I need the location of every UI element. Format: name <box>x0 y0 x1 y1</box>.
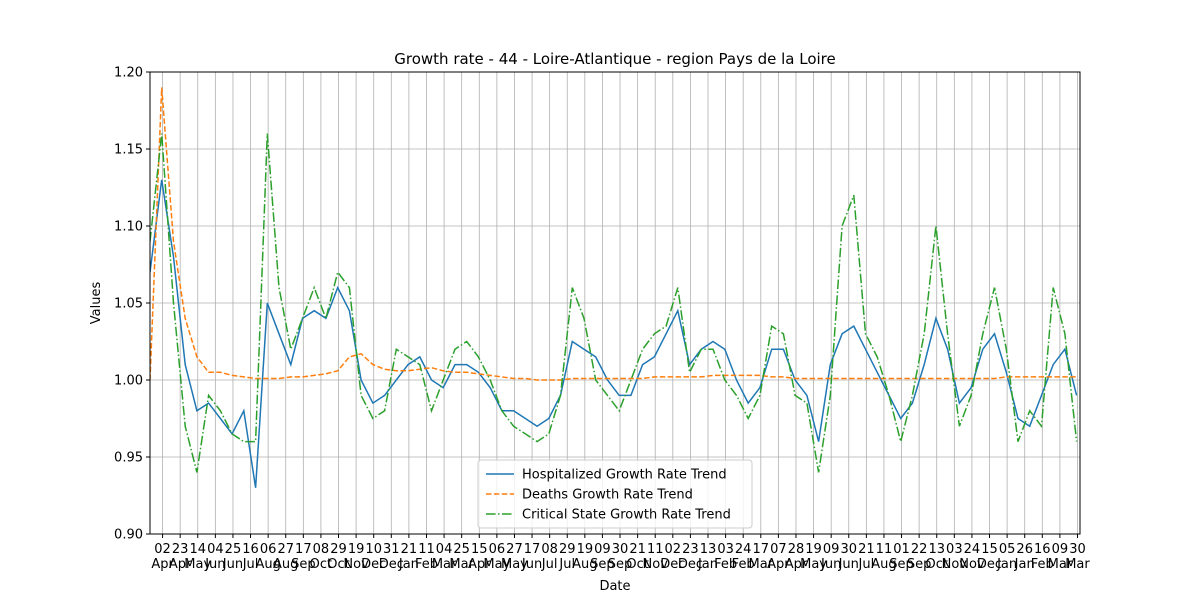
grid <box>150 71 1080 535</box>
x-tick-label: 30 Jun <box>838 542 859 572</box>
x-tick-label: 19 Aug <box>572 542 597 572</box>
x-tick-label: 13 Jan <box>697 542 718 572</box>
y-tick-label: 1.10 <box>114 220 143 235</box>
plot-frame <box>149 71 1081 535</box>
x-tick-label: 17 Mar <box>749 542 774 572</box>
x-tick-label: 09 Jun <box>820 542 841 572</box>
x-tick-label: 13 Oct <box>925 542 947 572</box>
x-tick-label: 06 Aug <box>255 542 280 572</box>
x-tick-label: 29 Jul <box>558 542 575 572</box>
x-tick-label: 24 Feb <box>732 542 755 572</box>
x-tick-label: 17 Sep <box>291 542 316 572</box>
x-tick-label: 08 Oct <box>310 542 332 572</box>
legend-label: Deaths Growth Rate Trend <box>522 488 693 503</box>
x-tick-label: 21 Oct <box>626 542 648 572</box>
x-tick-label: 30 Mar <box>1065 542 1090 572</box>
x-tick-label: 15 Dec <box>977 542 1002 572</box>
x-tick-label: 23 Dec <box>678 542 703 572</box>
x-tick-label: 04 Mar <box>432 542 457 572</box>
x-tick-label: 03 Nov <box>942 542 968 572</box>
x-tick-label: 26 Jan <box>1014 542 1035 572</box>
x-tick-label: 21 Jan <box>398 542 419 572</box>
x-tick-label: 03 Feb <box>714 542 737 572</box>
y-tick-label: 1.15 <box>114 143 143 158</box>
y-tick-label: 1.00 <box>114 374 143 389</box>
x-tick-label: 21 Jul <box>858 542 875 572</box>
x-tick-label: 17 Jun <box>521 542 542 572</box>
y-tick-label: 0.95 <box>114 451 143 466</box>
x-tick-label: 15 Apr <box>468 542 491 572</box>
x-tick-label: 09 Sep <box>590 542 615 572</box>
plot-lines <box>150 87 1078 488</box>
x-tick-label: 22 Sep <box>907 542 932 572</box>
legend-box <box>477 459 753 529</box>
x-tick-label: 08 Jul <box>541 542 558 572</box>
x-tick-label: 23 Apr <box>169 542 192 572</box>
x-tick-label: 05 Jan <box>996 542 1017 572</box>
series-line <box>150 133 1078 473</box>
x-tick-label: 02 Dec <box>660 542 685 572</box>
series-line <box>150 179 1078 488</box>
x-tick-label: 07 Apr <box>767 542 790 572</box>
series-line <box>150 87 1077 381</box>
x-tick-label: 06 May <box>483 542 510 572</box>
x-tick-label: 28 Apr <box>785 542 808 572</box>
chart-title: Growth rate - 44 - Loire-Atlantique - re… <box>394 50 835 68</box>
y-tick-label: 0.90 <box>114 528 143 543</box>
x-tick-label: 25 Jun <box>222 542 243 572</box>
x-tick-label: 29 Oct <box>327 542 349 572</box>
x-tick-label: 04 Jun <box>204 542 225 572</box>
x-tick-label: 30 Sep <box>608 542 633 572</box>
x-tick-label: 27 Aug <box>273 542 298 572</box>
x-tick-label: 11 Aug <box>871 542 896 572</box>
x-tick-label: 11 Feb <box>415 542 438 572</box>
x-tick-label: 19 Nov <box>343 542 369 572</box>
x-axis-label: Date <box>599 579 630 594</box>
x-tick-label: 25 Mar <box>449 542 474 572</box>
x-tick-label: 01 Sep <box>889 542 914 572</box>
x-tick-label: 19 May <box>800 542 827 572</box>
x-tick-label: 09 Mar <box>1048 542 1073 572</box>
x-tick-label: 16 Jul <box>242 542 259 572</box>
x-tick-label: 16 Feb <box>1031 542 1054 572</box>
x-tick-label: 14 May <box>184 542 211 572</box>
y-axis-label: Values <box>89 282 104 325</box>
legend-label: Hospitalized Growth Rate Trend <box>522 468 727 483</box>
x-tick-label: 31 Dec <box>379 542 404 572</box>
legend-label: Critical State Growth Rate Trend <box>522 508 731 523</box>
x-tick-label: 02 Apr <box>151 542 174 572</box>
legend: Hospitalized Growth Rate Trend Deaths Gro… <box>477 459 753 529</box>
x-tick-label: 27 May <box>501 542 528 572</box>
y-tick-label: 1.20 <box>114 66 143 81</box>
x-tick-label: 24 Nov <box>959 542 985 572</box>
y-tick-label: 1.05 <box>114 297 143 312</box>
x-tick-label: 11 Nov <box>643 542 669 572</box>
x-tick-label: 10 Dec <box>361 542 386 572</box>
